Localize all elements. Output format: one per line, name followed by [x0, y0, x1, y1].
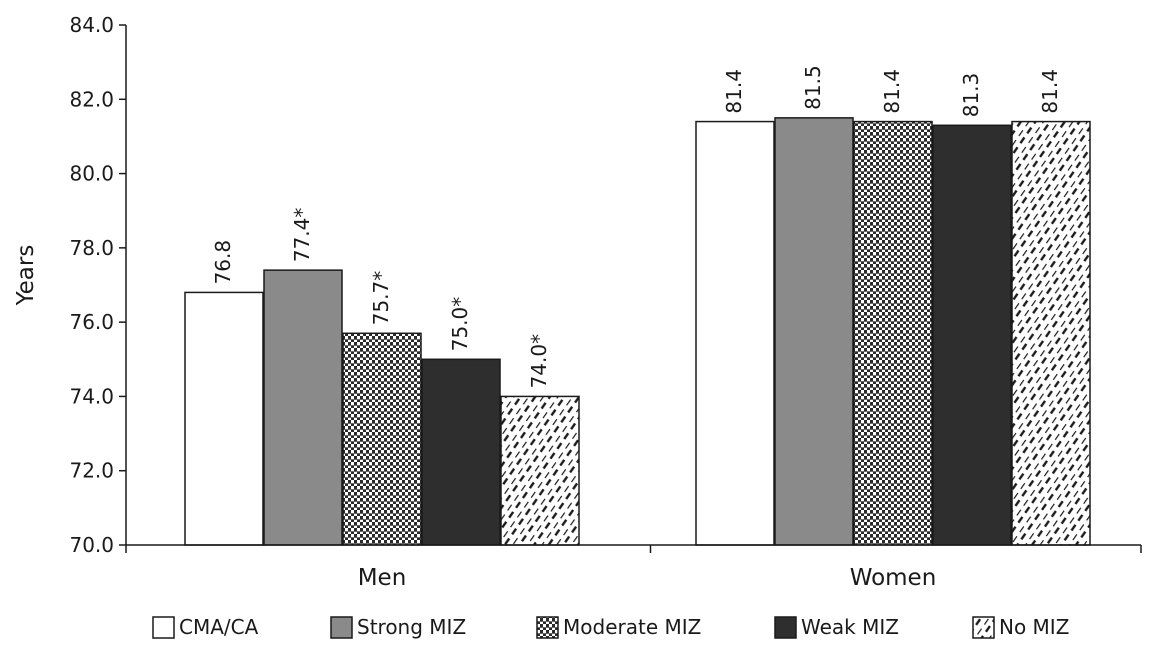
bar-strong-miz-men [263, 269, 343, 546]
legend-swatch [774, 616, 797, 639]
data-label: 74.0* [527, 334, 551, 389]
data-label: 75.0* [448, 297, 472, 352]
bar-strong-miz-women [774, 117, 854, 546]
y-axis-label: Years [13, 245, 39, 307]
data-label: 81.4 [722, 69, 746, 114]
legend-item: Weak MIZ [774, 615, 899, 639]
data-label: 77.4* [290, 208, 314, 263]
bar-weak-miz-men [421, 358, 501, 546]
legend-label: No MIZ [999, 615, 1069, 639]
bar-cma-ca-women [695, 120, 775, 546]
data-label: 81.4 [1038, 69, 1062, 114]
legend-item: No MIZ [972, 615, 1069, 639]
x-category-label: Men [358, 565, 407, 591]
bar-moderate-miz-men [342, 332, 422, 546]
legend-swatch [972, 616, 995, 639]
y-tick-label: 80.0 [69, 162, 114, 186]
legend-label: Strong MIZ [357, 615, 466, 639]
x-category-label: Women [850, 565, 937, 591]
data-label: 75.7* [369, 271, 393, 326]
y-tick-label: 84.0 [69, 13, 114, 37]
legend-swatch [536, 616, 559, 639]
bar-no-miz-men [500, 395, 580, 546]
data-label: 81.5 [801, 65, 825, 110]
bar-moderate-miz-women [853, 120, 933, 546]
legend-swatch [330, 616, 353, 639]
y-tick-label: 72.0 [69, 459, 114, 483]
legend-swatch [152, 616, 175, 639]
legend-label: Weak MIZ [801, 615, 899, 639]
y-tick-label: 74.0 [69, 384, 114, 408]
y-tick-label: 82.0 [69, 87, 114, 111]
legend-label: CMA/CA [179, 615, 259, 639]
data-labels-group: 76.8 77.4* 75.7* 75.0* 74.0* 81.4 81.5 81.4 81.3… [211, 65, 1062, 388]
y-axis: 70.0 72.0 74.0 76.0 78.0 80.0 82.0 84.0 [69, 13, 127, 557]
y-tick-label: 78.0 [69, 236, 114, 260]
legend-item: Moderate MIZ [536, 615, 701, 639]
legend-label: Moderate MIZ [563, 615, 701, 639]
legend-item: CMA/CA [152, 615, 259, 639]
bar-cma-ca-men [184, 291, 264, 546]
data-label: 81.4 [880, 69, 904, 114]
x-axis: Men Women [125, 544, 1142, 591]
bar-no-miz-women [1011, 120, 1091, 546]
data-label: 76.8 [211, 240, 235, 285]
legend-item: Strong MIZ [330, 615, 466, 639]
data-label: 81.3 [959, 73, 983, 118]
y-tick-label: 70.0 [69, 533, 114, 557]
legend: CMA/CA Strong MIZ Moderate MIZ Weak MIZ No M… [152, 615, 1069, 639]
bars-group [184, 117, 1091, 546]
bar-weak-miz-women [932, 124, 1012, 546]
y-tick-label: 76.0 [69, 310, 114, 334]
